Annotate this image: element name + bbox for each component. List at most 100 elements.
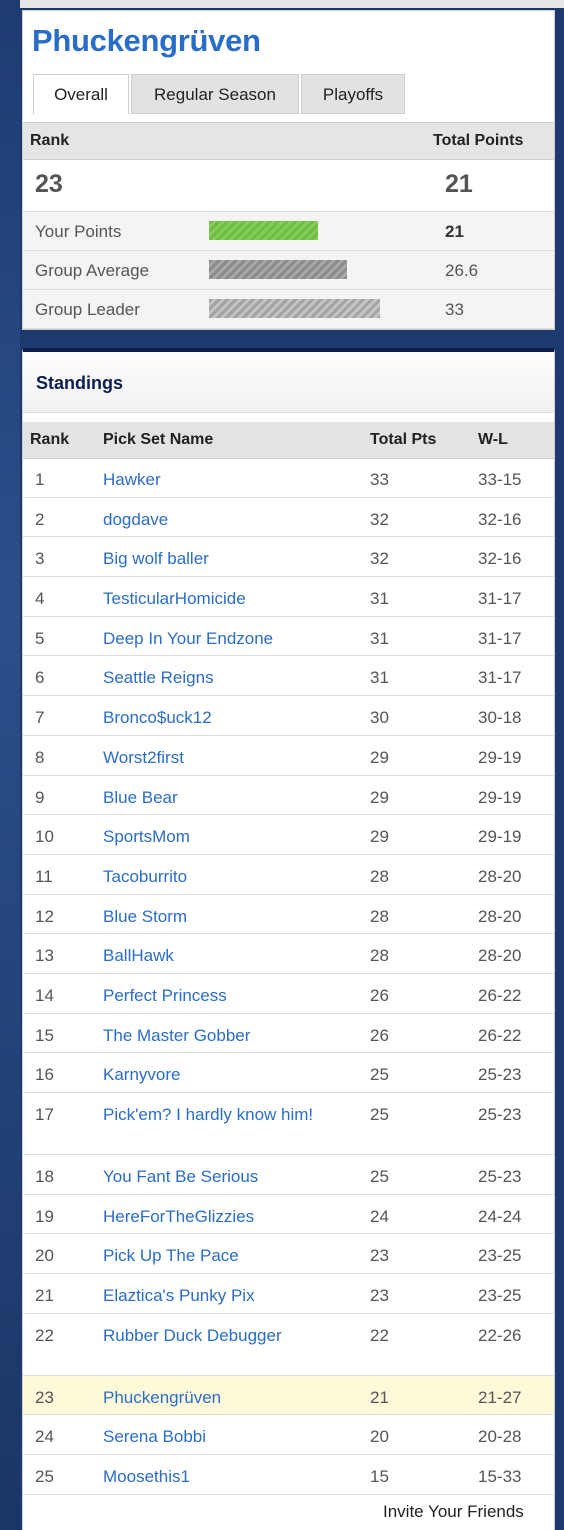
table-row: 4 TesticularHomicide 31 31-17	[23, 577, 554, 617]
total-pts-cell: 25	[370, 1167, 389, 1186]
total-pts-cell: 32	[370, 549, 389, 569]
rank-cell: 23	[35, 1387, 54, 1407]
pick-set-name-link[interactable]: Tacoburrito	[103, 866, 188, 886]
pick-set-name-link[interactable]: You Fant Be Serious	[103, 1167, 259, 1186]
total-pts-cell: 28	[370, 906, 389, 926]
w-l-cell: 29-19	[478, 827, 522, 847]
pick-set-name-link[interactable]: Big wolf baller	[103, 549, 209, 569]
group-average-bar	[209, 260, 347, 279]
rank-cell: 7	[35, 708, 45, 728]
pick-set-name-link[interactable]: Moosethis1	[103, 1467, 190, 1487]
table-row: 17 Pick'em? I hardly know him! 25 25-23	[23, 1093, 554, 1155]
w-l-cell: 25-23	[478, 1065, 522, 1085]
total-pts-cell: 26	[370, 985, 389, 1005]
rank-cell: 8	[35, 747, 45, 767]
total-pts-cell: 31	[370, 628, 389, 648]
tab-overall[interactable]: Overall	[33, 74, 129, 115]
pick-set-name-link[interactable]: Serena Bobbi	[103, 1427, 207, 1447]
col-pick-set-name: Pick Set Name	[103, 431, 214, 448]
rank-label: Rank	[30, 132, 70, 149]
rank-cell: 21	[35, 1286, 54, 1306]
rank-cell: 19	[35, 1206, 54, 1226]
rank-cell: 9	[35, 787, 45, 807]
total-pts-cell: 30	[370, 708, 389, 728]
rank-cell: 18	[35, 1167, 54, 1186]
pick-set-name-link[interactable]: Hawker	[103, 470, 161, 489]
total-pts-cell: 22	[370, 1325, 389, 1345]
total-pts-cell: 24	[370, 1206, 389, 1226]
table-row: 5 Deep In Your Endzone 31 31-17	[23, 617, 554, 657]
rank-cell: 22	[35, 1325, 54, 1345]
table-row: 3 Big wolf baller 32 32-16	[23, 537, 554, 578]
total-pts-cell: 29	[370, 747, 389, 767]
table-row: 20 Pick Up The Pace 23 23-25	[23, 1234, 554, 1275]
page-background-strip	[0, 0, 20, 1530]
pick-set-name-link[interactable]: TesticularHomicide	[103, 589, 246, 609]
pick-set-name-link[interactable]: BallHawk	[103, 946, 174, 966]
tab-playoffs[interactable]: Playoffs	[301, 74, 405, 114]
pick-set-name-link[interactable]: Pick'em? I hardly know him!	[103, 1105, 314, 1124]
your-points-label: Your Points	[35, 222, 122, 241]
rank-cell: 13	[35, 946, 54, 966]
table-row: 6 Seattle Reigns 31 31-17	[23, 656, 554, 697]
standings-header: Standings	[23, 352, 554, 413]
w-l-cell: 30-18	[478, 708, 522, 728]
summary-header: Rank Total Points	[23, 122, 554, 160]
w-l-cell: 24-24	[478, 1206, 522, 1226]
pick-set-name-link[interactable]: Perfect Princess	[103, 985, 227, 1005]
table-row: 2 dogdave 32 32-16	[23, 498, 554, 538]
rank-cell: 25	[35, 1467, 54, 1487]
pick-set-name-link[interactable]: Phuckengrüven	[103, 1387, 222, 1407]
table-row: 16 Karnyvore 25 25-23	[23, 1053, 554, 1093]
rank-cell: 12	[35, 906, 54, 926]
pick-set-name-link[interactable]: The Master Gobber	[103, 1025, 251, 1045]
pick-set-name-link[interactable]: Bronco$uck12	[103, 708, 212, 728]
pick-set-name-link[interactable]: Worst2first	[103, 747, 184, 767]
rank-cell: 11	[35, 866, 53, 886]
total-points-value: 21	[445, 170, 473, 198]
total-pts-cell: 21	[370, 1387, 389, 1407]
pick-set-name-link[interactable]: Pick Up The Pace	[103, 1246, 239, 1266]
w-l-cell: 31-17	[478, 589, 522, 609]
table-row: 18 You Fant Be Serious 25 25-23	[23, 1155, 554, 1195]
table-row: 7 Bronco$uck12 30 30-18	[23, 696, 554, 736]
pick-set-name-link[interactable]: dogdave	[103, 509, 169, 529]
tab-regular-season[interactable]: Regular Season	[131, 74, 299, 114]
group-summary-panel: Phuckengrüven Overall Regular Season Pla…	[22, 10, 555, 330]
pick-set-name-link[interactable]: Seattle Reigns	[103, 668, 214, 688]
w-l-cell: 28-20	[478, 866, 522, 886]
rank-cell: 4	[35, 589, 45, 609]
invite-friends-link[interactable]: Invite Your Friends	[383, 1502, 524, 1521]
table-row: 23 Phuckengrüven 21 21-27	[23, 1375, 554, 1416]
total-pts-cell: 20	[370, 1427, 389, 1447]
table-row: 21 Elaztica's Punky Pix 23 23-25	[23, 1274, 554, 1314]
col-total-pts: Total Pts	[370, 431, 437, 448]
group-title: Phuckengrüven	[32, 23, 261, 58]
pick-set-name-link[interactable]: Rubber Duck Debugger	[103, 1325, 282, 1345]
total-pts-cell: 23	[370, 1246, 389, 1266]
total-pts-cell: 29	[370, 787, 389, 807]
pick-set-name-link[interactable]: HereForTheGlizzies	[103, 1206, 255, 1226]
w-l-cell: 21-27	[478, 1387, 522, 1407]
group-leader-bar	[209, 299, 380, 318]
pick-set-name-link[interactable]: Karnyvore	[103, 1065, 181, 1085]
table-row: 25 Moosethis1 15 15-33	[23, 1455, 554, 1495]
pick-set-name-link[interactable]: Elaztica's Punky Pix	[103, 1286, 255, 1306]
pick-set-name-link[interactable]: Blue Storm	[103, 906, 188, 926]
group-leader-value: 33	[445, 300, 464, 319]
w-l-cell: 26-22	[478, 1025, 522, 1045]
total-pts-cell: 26	[370, 1025, 389, 1045]
total-pts-cell: 28	[370, 866, 389, 886]
pick-set-name-link[interactable]: Blue Bear	[103, 787, 178, 807]
standings-table-header: Rank Pick Set Name Total Pts W-L	[23, 422, 554, 459]
rank-cell: 20	[35, 1246, 54, 1266]
rank-cell: 17	[35, 1105, 54, 1124]
w-l-cell: 23-25	[478, 1246, 522, 1266]
pick-set-name-link[interactable]: Deep In Your Endzone	[103, 628, 274, 648]
w-l-cell: 25-23	[478, 1167, 522, 1186]
rank-cell: 2	[35, 509, 45, 529]
rank-cell: 5	[35, 628, 45, 648]
table-row: 12 Blue Storm 28 28-20	[23, 895, 554, 935]
table-row: 22 Rubber Duck Debugger 22 22-26	[23, 1314, 554, 1376]
pick-set-name-link[interactable]: SportsMom	[103, 827, 190, 847]
